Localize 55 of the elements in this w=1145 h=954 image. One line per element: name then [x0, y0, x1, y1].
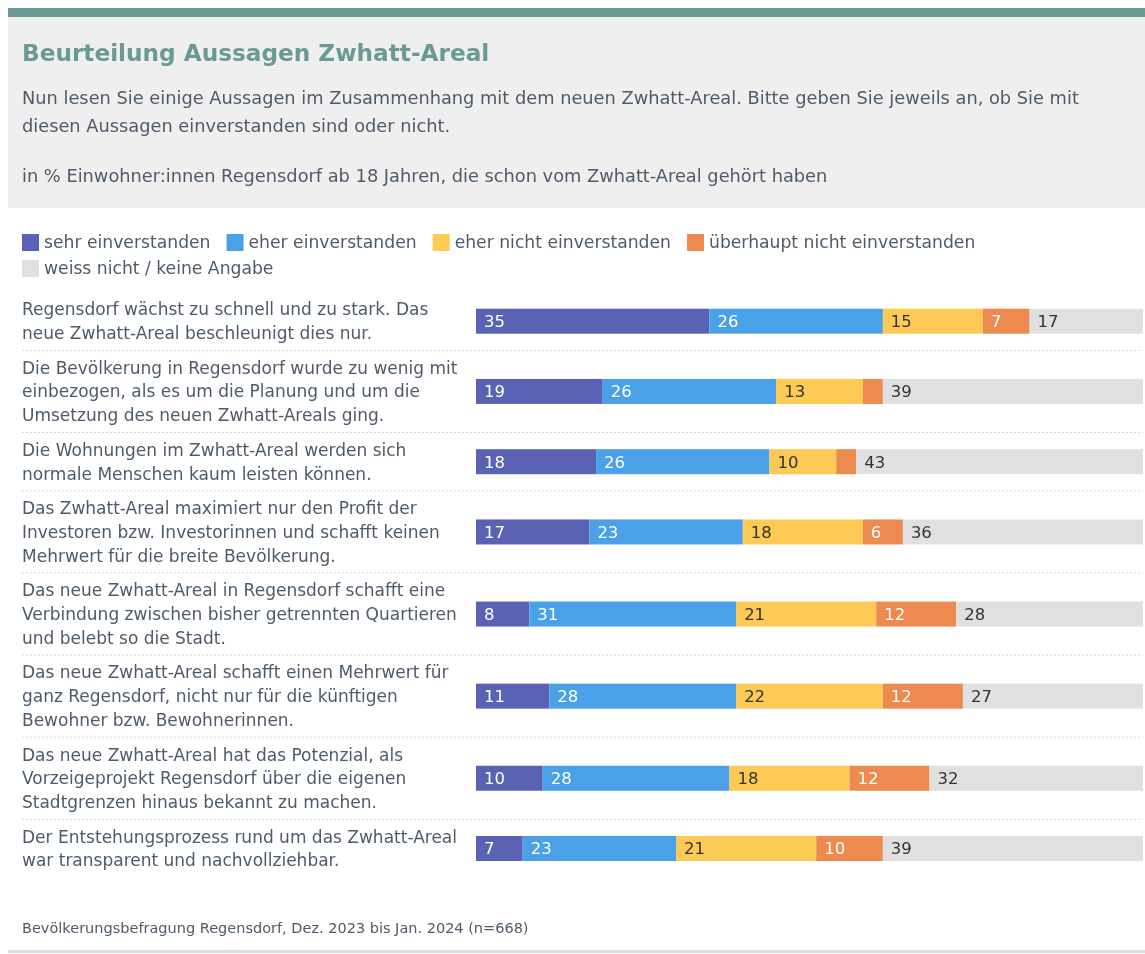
data-label: 7 — [484, 839, 495, 859]
data-label: 22 — [744, 687, 766, 707]
data-label: 10 — [484, 769, 505, 789]
data-label: 28 — [550, 769, 572, 789]
y-tick-label: Das neue Zwhatt-Areal schafft einen Mehrwert für ganz Regensdorf, nicht nur für die künftigen Bewohner bzw. Bewohnerinnen. — [22, 662, 449, 730]
data-label: 12 — [890, 687, 912, 707]
legend-label: eher nicht einverstanden — [454, 232, 671, 252]
data-label: 8 — [484, 604, 495, 624]
data-label: 28 — [964, 604, 986, 624]
data-label: 19 — [484, 382, 505, 402]
y-tick-label: Der Entstehungsprozess rund um das Zwhatt-Areal war transparent und nachvollziehbar. — [22, 826, 458, 871]
data-label: 36 — [910, 522, 932, 542]
data-label: 26 — [717, 312, 739, 332]
data-label: 31 — [537, 604, 559, 624]
data-label: 26 — [604, 452, 626, 472]
data-label: 17 — [1037, 312, 1059, 332]
data-label: 6 — [870, 522, 882, 542]
data-label: 7 — [990, 312, 1002, 332]
data-label: 32 — [937, 769, 959, 789]
data-label: 18 — [737, 769, 759, 789]
data-label: 18 — [484, 452, 505, 472]
y-tick-label: Das neue Zwhatt-Areal in Regensdorf schafft eine Verbindung zwischen bisher getrennten Quartieren und belebt so die Stadt. — [22, 580, 457, 648]
data-label: 17 — [484, 522, 505, 542]
data-label: 18 — [750, 522, 772, 542]
data-label: 28 — [557, 687, 579, 707]
text: in % Einwohner:innen Regensdorf ab 18 Jahren, die schon vom Zwhatt-Areal gehört haben — [22, 165, 828, 186]
data-label: 23 — [597, 522, 619, 542]
y-tick-label: Die Wohnungen im Zwhatt-Areal werden sich normale Menschen kaum leisten können. — [22, 439, 407, 484]
data-label: 12 — [857, 769, 879, 789]
data-label: 10 — [777, 452, 799, 472]
legend-label: weiss nicht / keine Angabe — [44, 258, 274, 278]
data-label: 39 — [890, 382, 912, 402]
y-tick-label: Die Bevölkerung in Regensdorf wurde zu wenig mit einbezogen, als es um die Planung und um die Umsetzung des neuen Zwhatt-Areals ging. — [22, 357, 458, 426]
text: Beurteilung Aussagen Zwhatt-Areal — [22, 39, 490, 66]
y-tick-label: Regensdorf wächst zu schnell und zu stark. Das neue Zwhatt-Areal beschleunigt dies nur. — [22, 299, 429, 344]
chart-subtitle: Nun lesen Sie einige Aussagen im Zusammenhang mit dem neuen Zwhatt-Areal. Bitte geben Sie jeweils an, ob Sie mit diesen Aussagen einverstanden sind oder nicht. — [22, 87, 1079, 136]
legend-label: sehr einverstanden — [44, 232, 211, 252]
legend-label: eher einverstanden — [248, 232, 417, 252]
data-label: 21 — [684, 839, 706, 859]
y-tick-label: Das Zwhatt-Areal maximiert nur den Profit der Investoren bzw. Investorinnen und schafft keinen Mehrwert für die breite Bevölkerung. — [22, 498, 440, 566]
data-label: 13 — [784, 382, 806, 402]
data-label: 27 — [970, 687, 992, 707]
y-tick-label: Das neue Zwhatt-Areal hat das Potenzial, als Vorzeigeprojekt Regensdorf über die eigenen Stadtgrenzen hinaus bekannt zu machen. — [22, 744, 407, 812]
data-label: 12 — [884, 604, 906, 624]
data-label: 21 — [744, 604, 766, 624]
data-label: 15 — [890, 312, 912, 332]
data-label: 26 — [610, 382, 632, 402]
data-label: 11 — [484, 687, 505, 707]
data-label: 35 — [484, 312, 505, 332]
data-label: 23 — [530, 839, 552, 859]
data-label: 10 — [824, 839, 846, 859]
text: Bevölkerungsbefragung Regensdorf, Dez. 2023 bis Jan. 2024 (n=668) — [22, 920, 529, 936]
data-label: 39 — [890, 839, 912, 859]
data-label: 43 — [864, 452, 886, 472]
legend-label: überhaupt nicht einverstanden — [708, 232, 976, 252]
